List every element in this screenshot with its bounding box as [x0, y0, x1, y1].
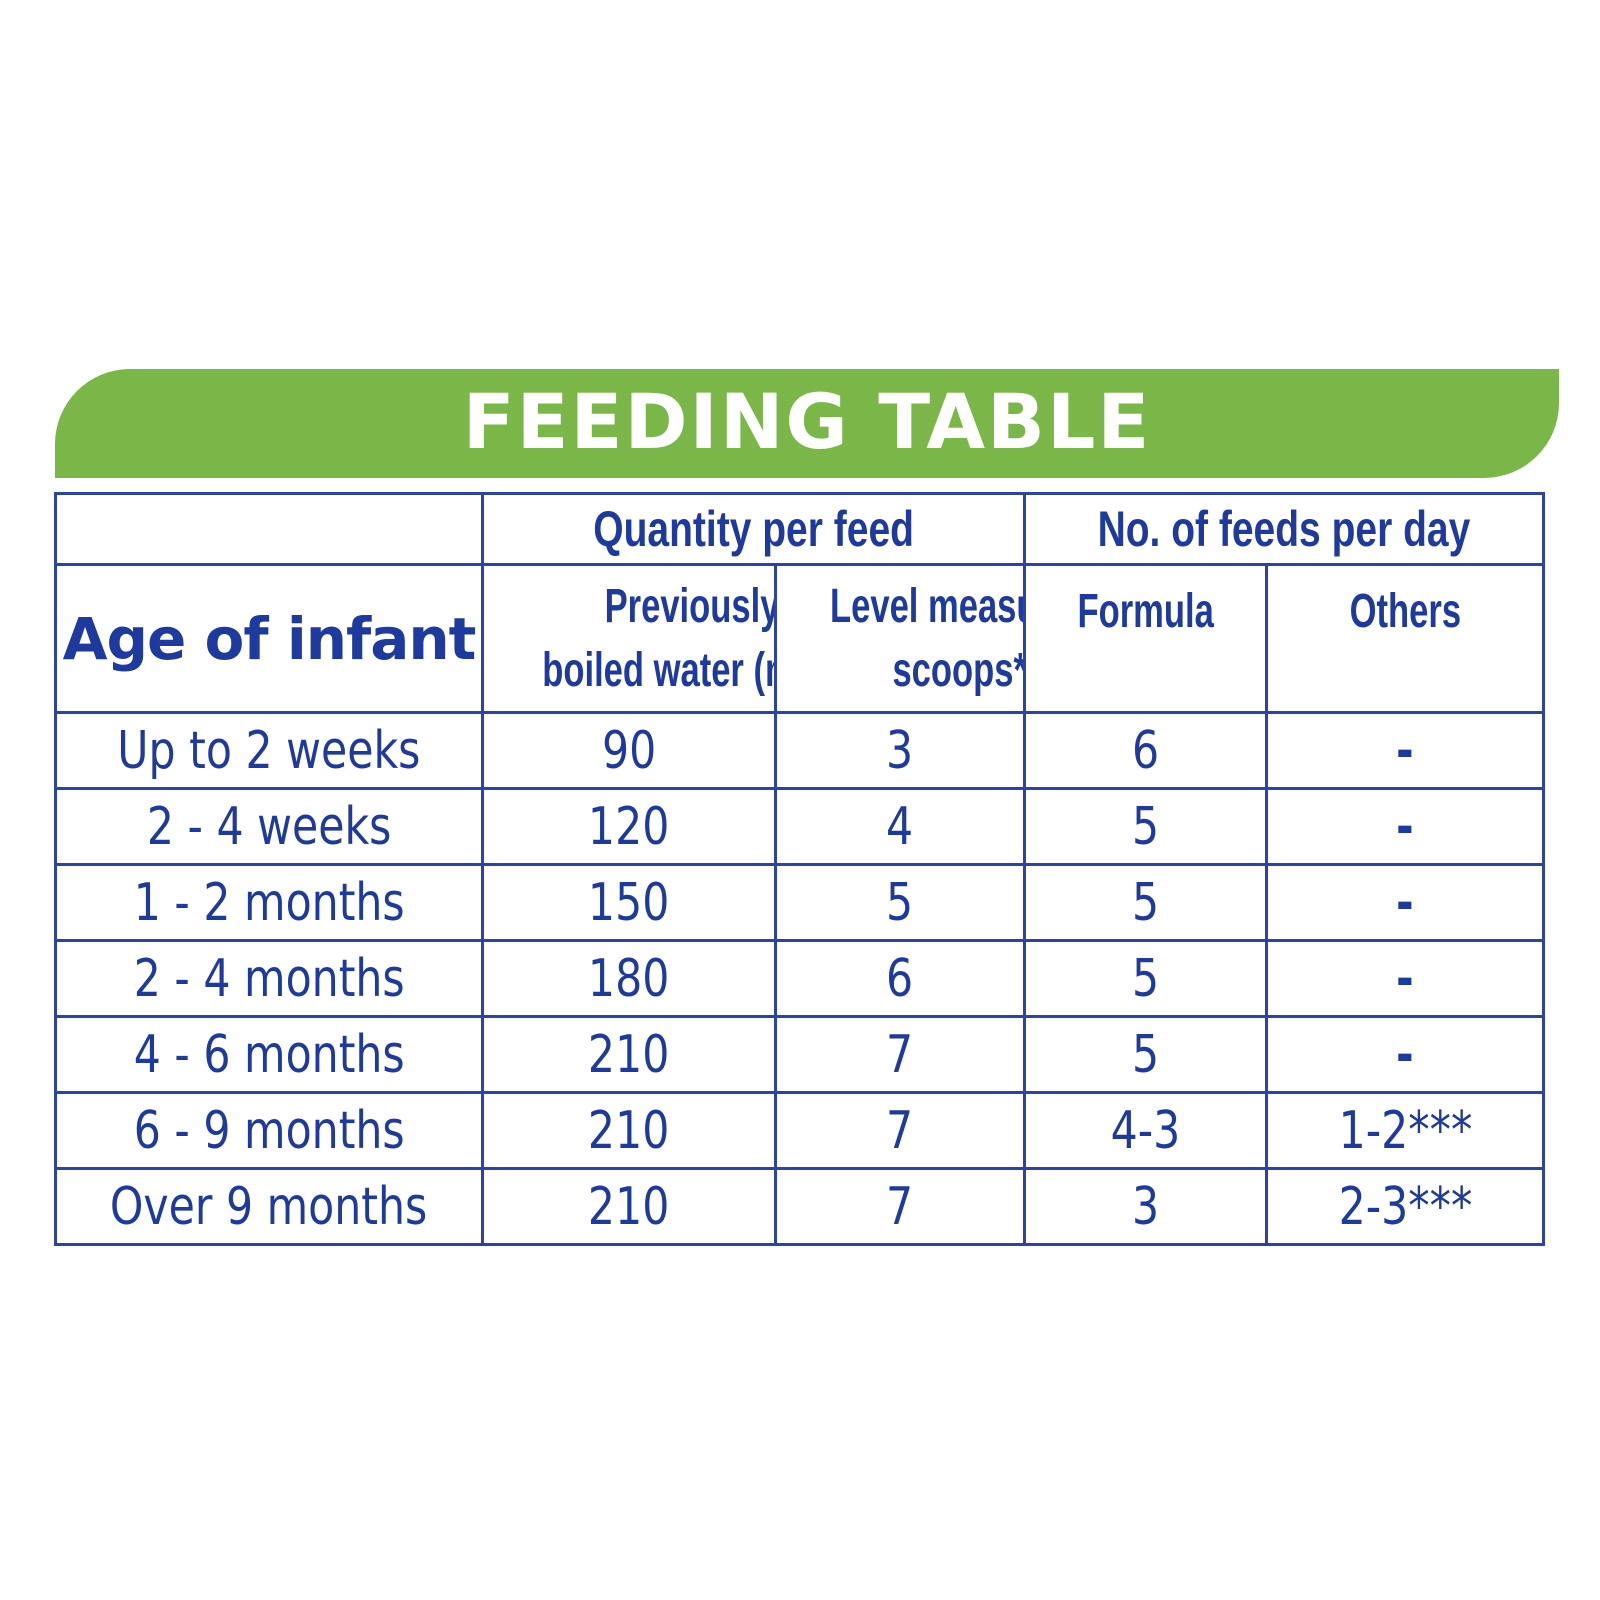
table-row: 4 - 6 months 210 7 5 - [54, 1015, 1546, 1094]
water-cell: 210 [481, 1167, 777, 1246]
feeding-table: Quantity per feed No. of feeds per day A… [54, 492, 1546, 1246]
others-cell: 1-2*** [1264, 1091, 1546, 1170]
others-cell: - [1264, 711, 1546, 790]
water-cell: 210 [481, 1091, 777, 1170]
scoops-cell: 7 [774, 1091, 1026, 1170]
scoops-cell: 6 [774, 939, 1026, 1018]
formula-cell: 3 [1023, 1167, 1268, 1246]
scoops-cell: 7 [774, 1015, 1026, 1094]
water-cell: 120 [481, 787, 777, 866]
table-row: 1 - 2 months 150 5 5 - [54, 863, 1546, 942]
water-header: Previously boiled water (mL)* [481, 563, 777, 714]
others-cell: 2-3*** [1264, 1167, 1546, 1246]
age-cell: Up to 2 weeks [54, 711, 484, 790]
scoops-header: Level measuring scoops** [774, 563, 1026, 714]
formula-cell: 5 [1023, 863, 1268, 942]
formula-header-label: Formula [1077, 585, 1214, 638]
scoops-header-line-2: scoops** [892, 643, 1021, 697]
water-cell: 180 [481, 939, 777, 1018]
table-row: 6 - 9 months 210 7 4-3 1-2*** [54, 1091, 1546, 1170]
water-cell: 90 [481, 711, 777, 790]
scoops-cell: 4 [774, 787, 1026, 866]
age-cell: 6 - 9 months [54, 1091, 484, 1170]
page-title: FEEDING TABLE [462, 377, 1152, 466]
scoops-header-line-1: Level measuring [830, 579, 1021, 633]
age-of-infant-header: Age of infant [54, 563, 484, 714]
formula-header: Formula [1023, 563, 1268, 714]
formula-cell: 5 [1023, 787, 1268, 866]
scoops-cell: 3 [774, 711, 1026, 790]
water-header-line-2: boiled water (mL)* [542, 643, 772, 697]
formula-cell: 5 [1023, 1015, 1268, 1094]
feeds-per-day-label: No. of feeds per day [1097, 501, 1471, 557]
age-cell: 1 - 2 months [54, 863, 484, 942]
quantity-per-feed-label: Quantity per feed [593, 501, 914, 557]
feeding-table-banner: FEEDING TABLE [55, 369, 1559, 478]
formula-cell: 5 [1023, 939, 1268, 1018]
table-row: Over 9 months 210 7 3 2-3*** [54, 1167, 1546, 1246]
feeds-per-day-header: No. of feeds per day [1022, 492, 1546, 566]
scoops-header-label: Level measuring scoops** [830, 575, 1021, 703]
sub-header-row: Age of infant Previously boiled water (mL… [54, 563, 1546, 714]
quantity-per-feed-header: Quantity per feed [481, 492, 1026, 566]
others-cell: - [1264, 787, 1546, 866]
water-header-line-1: Previously [604, 579, 776, 633]
age-cell: 2 - 4 months [54, 939, 484, 1018]
others-header: Others [1264, 563, 1546, 714]
water-cell: 150 [481, 863, 777, 942]
scoops-cell: 5 [774, 863, 1026, 942]
water-header-label: Previously boiled water (mL)* [542, 575, 776, 703]
age-cell: 4 - 6 months [54, 1015, 484, 1094]
group-header-row: Quantity per feed No. of feeds per day [54, 492, 1546, 566]
age-cell: 2 - 4 weeks [54, 787, 484, 866]
others-cell: - [1264, 1015, 1546, 1094]
formula-cell: 4-3 [1023, 1091, 1268, 1170]
others-cell: - [1264, 863, 1546, 942]
table-row: 2 - 4 months 180 6 5 - [54, 939, 1546, 1018]
table-row: Up to 2 weeks 90 3 6 - [54, 711, 1546, 790]
blank-header-cell [54, 492, 484, 566]
formula-cell: 6 [1023, 711, 1268, 790]
water-cell: 210 [481, 1015, 777, 1094]
table-row: 2 - 4 weeks 120 4 5 - [54, 787, 1546, 866]
age-cell: Over 9 months [54, 1167, 484, 1246]
others-header-label: Others [1349, 585, 1461, 638]
scoops-cell: 7 [774, 1167, 1026, 1246]
others-cell: - [1264, 939, 1546, 1018]
